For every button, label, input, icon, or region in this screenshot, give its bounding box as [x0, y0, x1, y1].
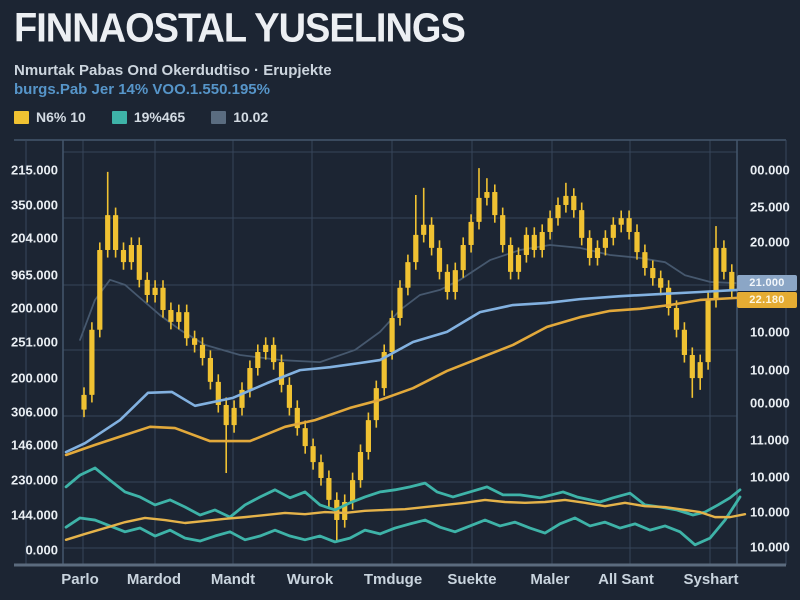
- yellow-swatch-icon: [14, 110, 29, 124]
- candlestick-series: [81, 168, 735, 542]
- x-axis-label: Suekte: [447, 571, 497, 588]
- chart-subtitle: Nmurtak Pabas Ond Okerdudtiso · Erupjekt…: [14, 62, 332, 79]
- series-amber-ma: [64, 296, 739, 457]
- slate-swatch-icon: [211, 110, 227, 124]
- chart-stats-line: burgs.Pab Jer 14% VOO.1.550.195%: [14, 81, 270, 98]
- x-axis-label: All Sant: [598, 571, 654, 588]
- y-axis-label-left: 230.000: [11, 472, 58, 488]
- x-axis-label: Mandt: [210, 571, 256, 588]
- series-amber-lower: [64, 498, 747, 541]
- y-axis-label-left: 204.000: [11, 230, 58, 246]
- legend-item-teal: 19%465: [111, 109, 186, 125]
- y-axis-label-left: 144.000: [11, 507, 58, 523]
- x-axis-label: Maler: [530, 571, 570, 588]
- x-axis-label: Syshart: [683, 571, 739, 588]
- y-axis-label-left: 965.000: [11, 267, 58, 283]
- y-axis-label-left: 215.000: [11, 162, 58, 178]
- y-axis-label-right: 11.000: [750, 432, 790, 448]
- x-axis-label: Tmduge: [363, 571, 423, 588]
- y-axis-label-right: 00.000: [750, 162, 790, 178]
- legend-label: N6% 10: [36, 109, 86, 125]
- y-axis-label-right: 20.000: [750, 234, 790, 250]
- y-axis-label-left: 350.000: [11, 197, 58, 213]
- x-axis-label: Mardod: [126, 571, 182, 588]
- legend-label: 19%465: [133, 109, 186, 125]
- series-blue-ma: [64, 288, 739, 454]
- page-header: FINNAOSTAL YUSELINGS: [14, 6, 466, 52]
- y-axis-label-right: 10.000: [750, 504, 790, 520]
- price-badge-blue: 21.000: [737, 275, 797, 291]
- series-teal-upper: [64, 466, 742, 519]
- y-axis-label-left: 0.000: [25, 542, 58, 558]
- x-axis-label: Wurok: [286, 571, 334, 588]
- legend-item-slate: 10.02: [211, 109, 268, 125]
- y-axis-label-left: 146.000: [11, 437, 58, 453]
- y-axis-label-left: 251.000: [11, 334, 58, 350]
- page-title: FINNAOSTAL YUSELINGS: [14, 6, 466, 52]
- teal-swatch-icon: [111, 110, 127, 124]
- chart-frame: [14, 139, 787, 567]
- y-axis-label-right: 10.000: [750, 362, 790, 378]
- chart-legend: N6% 10 19%465 10.02: [14, 109, 268, 125]
- y-axis-label-right: 10.000: [750, 469, 790, 485]
- price-badge-yellow: 22.180: [737, 292, 797, 308]
- legend-item-yellow: N6% 10: [14, 109, 86, 125]
- y-axis-label-right: 10.000: [750, 539, 790, 555]
- legend-label: 10.02: [233, 109, 269, 125]
- y-axis-label-right: 10.000: [750, 324, 790, 340]
- x-axis-label: Parlo: [61, 571, 99, 588]
- y-axis-label-left: 200.000: [11, 370, 58, 386]
- ma-lines-over: [64, 288, 747, 547]
- y-axis-label-left: 306.000: [11, 404, 58, 420]
- y-axis-label-right: 00.000: [750, 395, 790, 411]
- y-axis-label-left: 200.000: [11, 300, 58, 316]
- series-teal-lower: [64, 495, 742, 547]
- y-axis-label-right: 25.000: [750, 199, 790, 215]
